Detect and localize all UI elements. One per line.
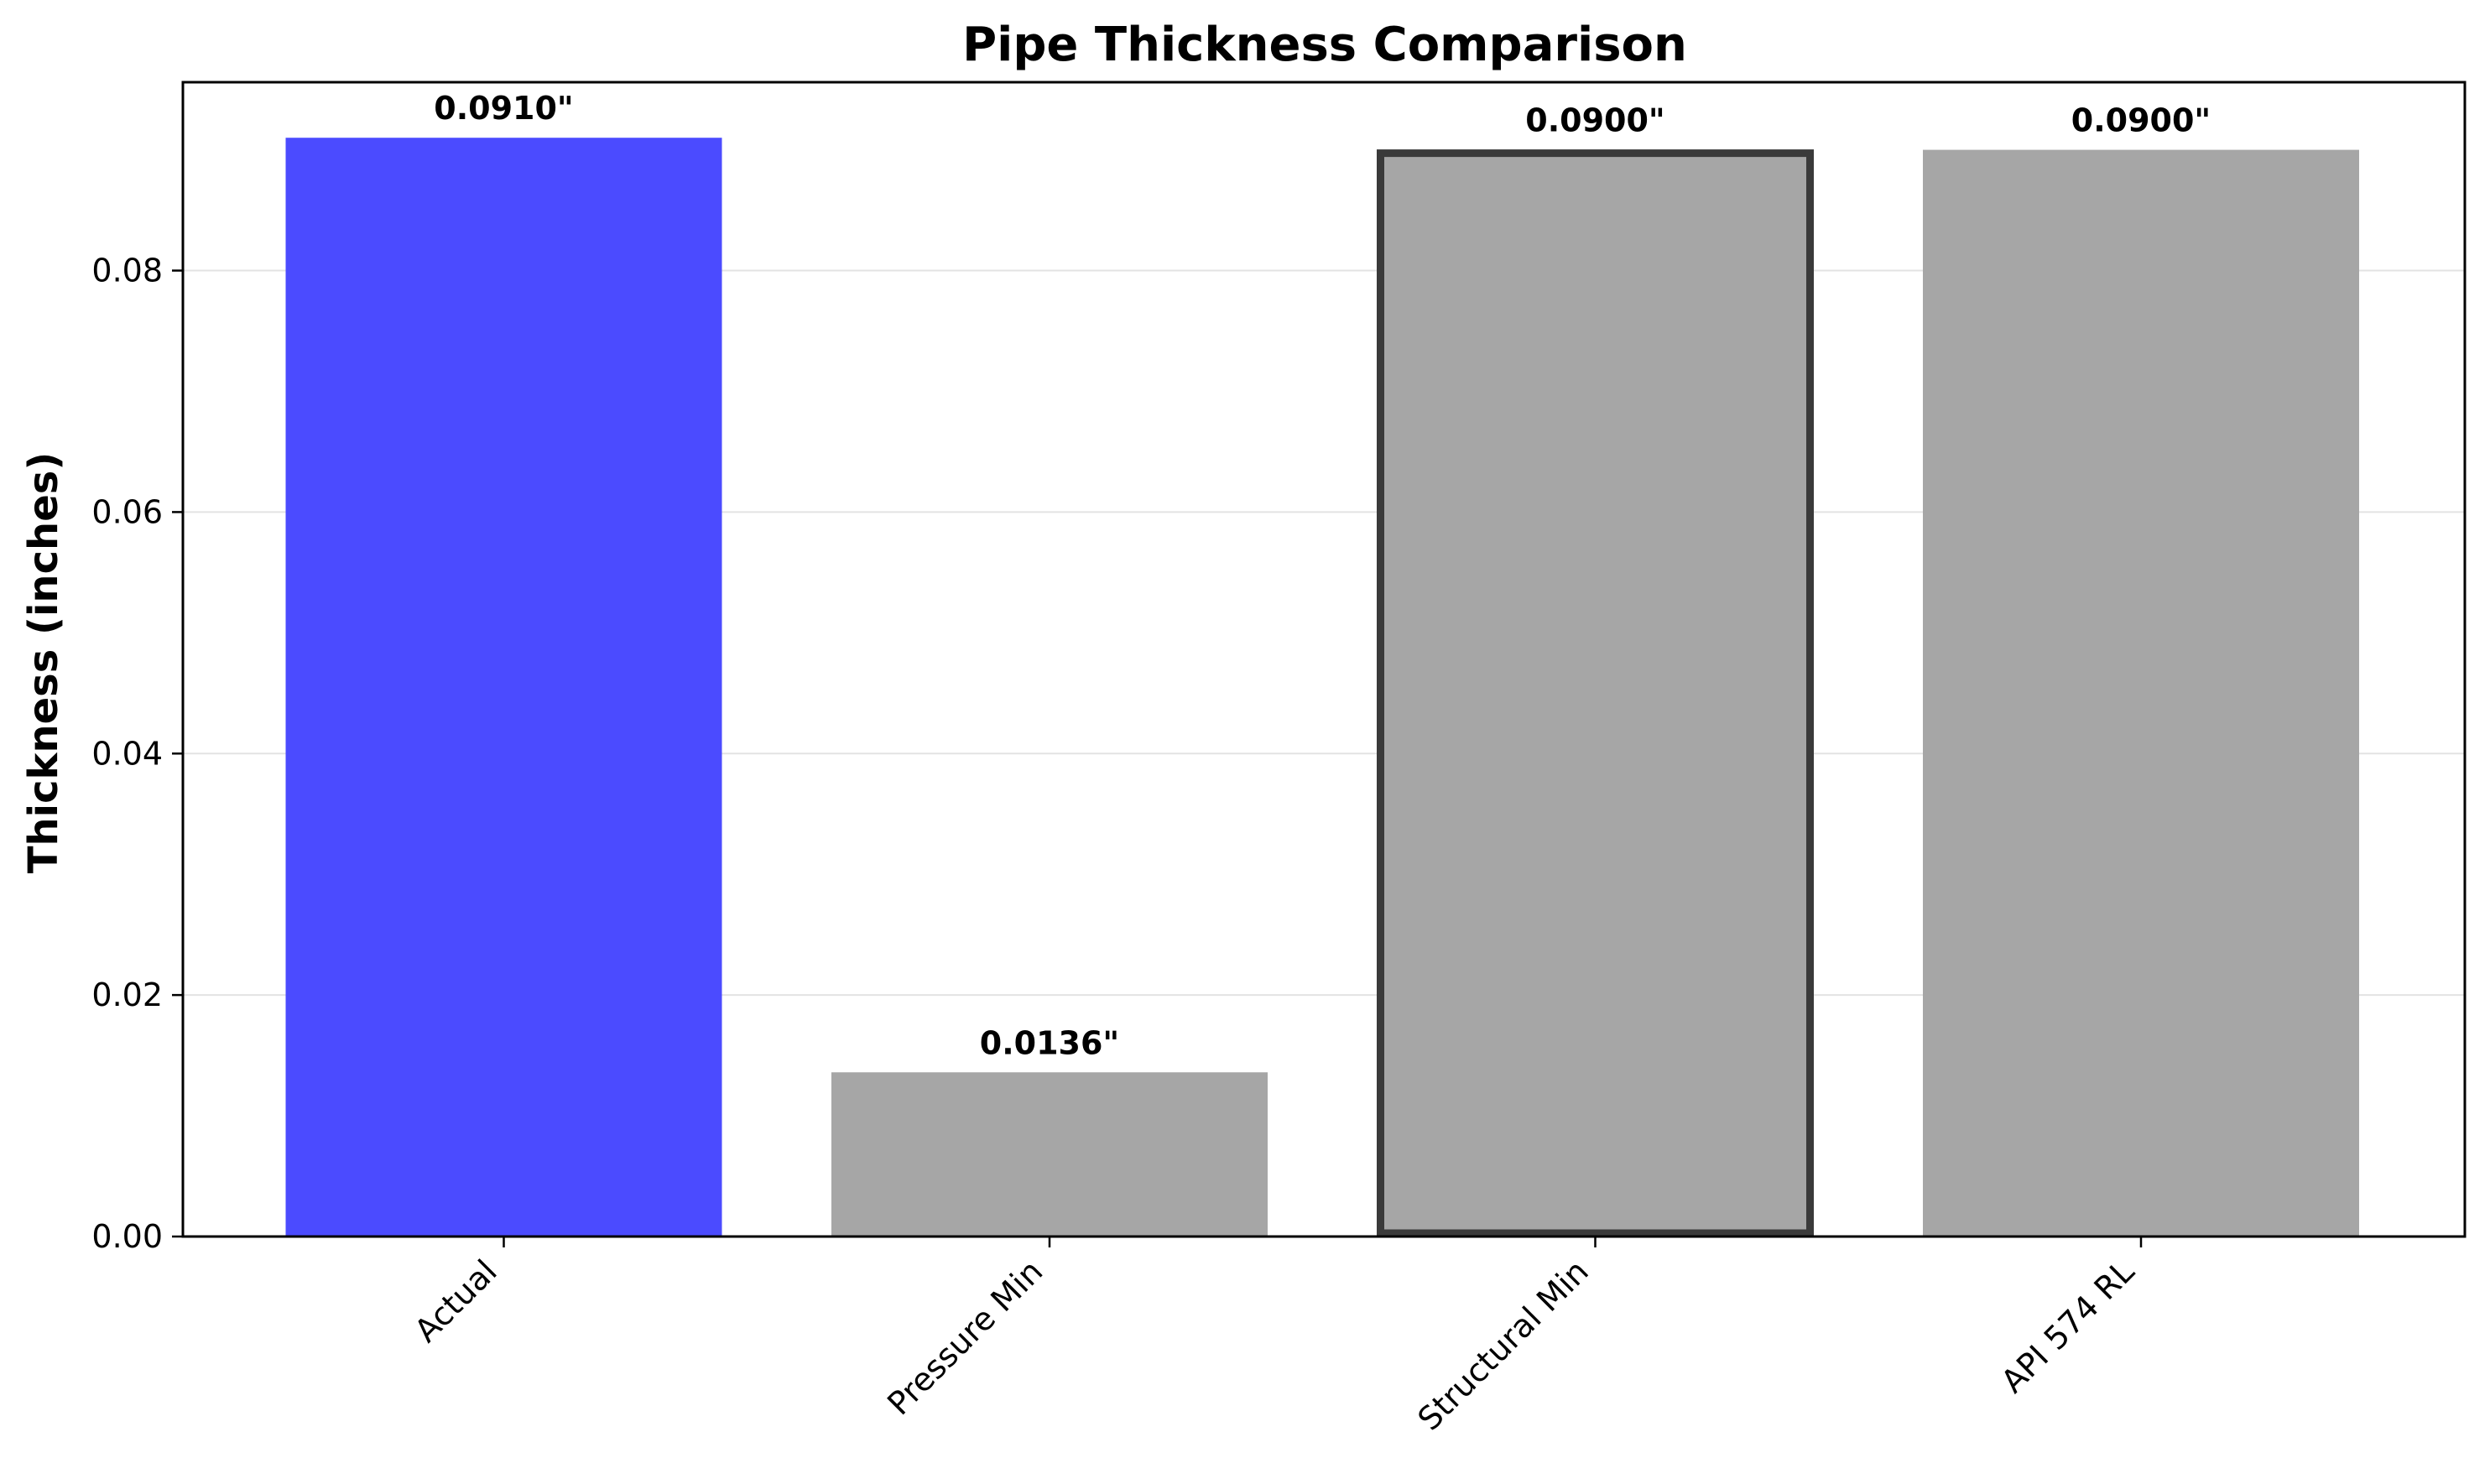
y-axis-label: Thickness (inches)	[20, 452, 67, 874]
chart-title: Pipe Thickness Comparison	[962, 18, 1687, 72]
value-label: 0.0136"	[980, 1024, 1119, 1061]
y-tick-label: 0.08	[91, 253, 163, 289]
y-axis-ticks: 0.00 0.02 0.04 0.06 0.08	[91, 253, 183, 1255]
value-label: 0.0900"	[2071, 102, 2211, 139]
y-tick-label: 0.06	[91, 493, 163, 530]
bar-actual	[285, 138, 722, 1237]
y-tick-label: 0.02	[91, 976, 163, 1013]
value-label: 0.0900"	[1525, 102, 1664, 139]
plot-frame	[181, 81, 2467, 1238]
y-tick-label: 0.04	[91, 735, 163, 772]
bar-pressure-min	[831, 1072, 1268, 1237]
bars	[285, 138, 2359, 1237]
bar-api-574-rl	[1923, 149, 2359, 1237]
bar-structural-min	[1377, 149, 1814, 1237]
y-tick-label: 0.00	[91, 1218, 163, 1255]
value-labels: 0.0910" 0.0136" 0.0900" 0.0900"	[434, 90, 2211, 1061]
value-label: 0.0910"	[434, 90, 573, 127]
